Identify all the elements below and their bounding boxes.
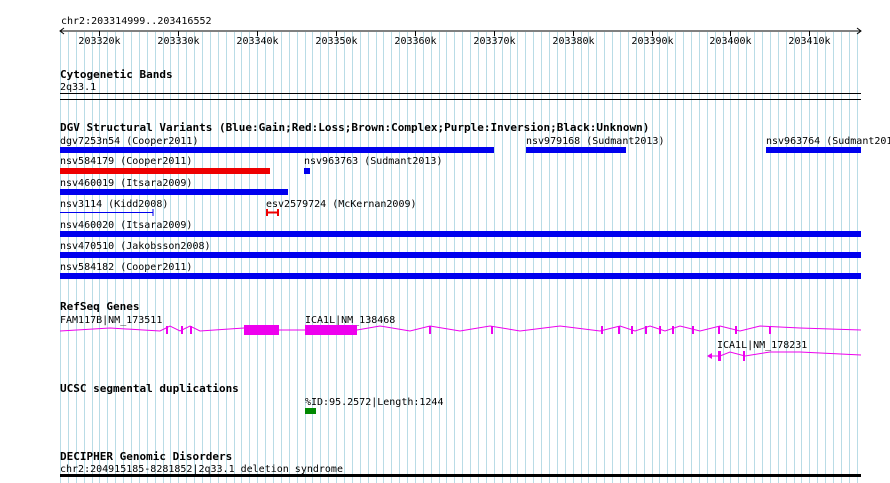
decipher-label: chr2:204915185-8281852|2q33.1 deletion s… [60,464,343,475]
track-segdup: UCSC segmental duplications %ID:95.2572|… [60,382,443,414]
variant-bar[interactable] [266,209,279,216]
variant-bar[interactable] [60,273,861,279]
variant-bar[interactable] [60,209,154,216]
segdup-bar[interactable] [305,408,316,414]
ruler-tick-label: 203400k [709,36,751,47]
track-cytobands: Cytogenetic Bands 2q33.1 [60,68,861,100]
variant-label: nsv460019 (Itsara2009) [60,178,192,189]
variant-bar[interactable] [60,252,861,258]
segdup-label: %ID:95.2572|Length:1244 [305,397,443,408]
variant-label: nsv963763 (Sudmant2013) [304,156,442,167]
variant-label: nsv3114 (Kidd2008) [60,199,168,210]
ruler-tick-label: 203370k [473,36,515,47]
ruler-tick-label: 203360k [394,36,436,47]
gene-label: ICA1L|NM_178231 [717,340,807,351]
variant-bar[interactable] [60,168,270,174]
variant-bar[interactable] [60,189,288,195]
variant-label: nsv460020 (Itsara2009) [60,220,192,231]
track-dgv: DGV Structural Variants (Blue:Gain;Red:L… [60,121,890,279]
gene-exons [166,325,771,335]
variant-label: nsv470510 (Jakobsson2008) [60,241,211,252]
ruler-tick-label: 203320k [78,36,120,47]
track-refseq: RefSeq Genes FAM117B|NM_173511 ICA1L|NM_… [59,300,862,361]
track-title-refseq: RefSeq Genes [60,300,139,313]
ruler[interactable]: chr2:203314999..203416552 203320k 203330k… [59,16,862,47]
cytoband-label: 2q33.1 [60,82,96,93]
track-title-dgv: DGV Structural Variants (Blue:Gain;Red:L… [60,121,649,134]
variant-bar[interactable] [766,147,861,153]
gene-model[interactable] [59,325,862,332]
variant-label: nsv979168 (Sudmant2013) [526,136,664,147]
decipher-bar[interactable] [60,474,861,477]
variant-bar[interactable] [304,168,310,174]
ruler-tick-label: 203410k [788,36,830,47]
ruler-tick-label: 203340k [236,36,278,47]
gene-model[interactable] [707,351,862,361]
variant-label: dgv7253n54 (Cooper2011) [60,136,198,147]
variant-bar[interactable] [60,147,494,153]
track-decipher: DECIPHER Genomic Disorders chr2:20491518… [60,450,861,477]
variant-bar[interactable] [526,147,626,153]
ruler-ticks: 203320k 203330k 203340k 203350k 203360k 20337… [78,31,831,47]
variant-label: esv2579724 (McKernan2009) [266,199,417,210]
variant-label: nsv584182 (Cooper2011) [60,262,192,273]
gene-label: FAM117B|NM_173511 [60,315,162,326]
track-title-decipher: DECIPHER Genomic Disorders [60,450,232,463]
track-title-cytobands: Cytogenetic Bands [60,68,173,81]
variant-label: nsv584179 (Cooper2011) [60,156,192,167]
ruler-tick-label: 203330k [157,36,199,47]
ruler-tick-label: 203350k [315,36,357,47]
coord-range: chr2:203314999..203416552 [61,16,212,27]
variant-bar[interactable] [60,231,861,237]
ruler-tick-label: 203390k [631,36,673,47]
gene-label: ICA1L|NM_138468 [305,315,395,326]
variant-label: nsv963764 (Sudmant2013) [766,136,890,147]
track-title-segdup: UCSC segmental duplications [60,382,239,395]
ruler-tick-label: 203380k [552,36,594,47]
